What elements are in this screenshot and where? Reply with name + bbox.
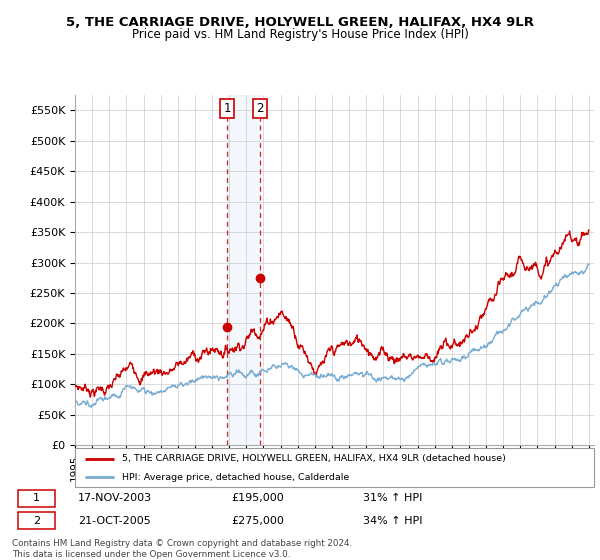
Text: 1: 1	[33, 493, 40, 503]
Text: HPI: Average price, detached house, Calderdale: HPI: Average price, detached house, Cald…	[122, 473, 349, 482]
Bar	[227, 95, 260, 445]
Text: 1: 1	[223, 102, 231, 115]
Text: 5, THE CARRIAGE DRIVE, HOLYWELL GREEN, HALIFAX, HX4 9LR (detached house): 5, THE CARRIAGE DRIVE, HOLYWELL GREEN, H…	[122, 454, 506, 463]
Text: 2: 2	[33, 516, 40, 526]
Text: Price paid vs. HM Land Registry's House Price Index (HPI): Price paid vs. HM Land Registry's House …	[131, 28, 469, 41]
Text: 2: 2	[256, 102, 264, 115]
Text: £275,000: £275,000	[231, 516, 284, 526]
Text: 34% ↑ HPI: 34% ↑ HPI	[364, 516, 423, 526]
Text: £195,000: £195,000	[231, 493, 284, 503]
Text: Contains HM Land Registry data © Crown copyright and database right 2024.
This d: Contains HM Land Registry data © Crown c…	[12, 539, 352, 559]
Text: 17-NOV-2003: 17-NOV-2003	[78, 493, 152, 503]
Text: 21-OCT-2005: 21-OCT-2005	[78, 516, 151, 526]
Bar	[18, 489, 55, 507]
Text: 5, THE CARRIAGE DRIVE, HOLYWELL GREEN, HALIFAX, HX4 9LR: 5, THE CARRIAGE DRIVE, HOLYWELL GREEN, H…	[66, 16, 534, 29]
Text: 31% ↑ HPI: 31% ↑ HPI	[364, 493, 423, 503]
Bar	[18, 512, 55, 529]
